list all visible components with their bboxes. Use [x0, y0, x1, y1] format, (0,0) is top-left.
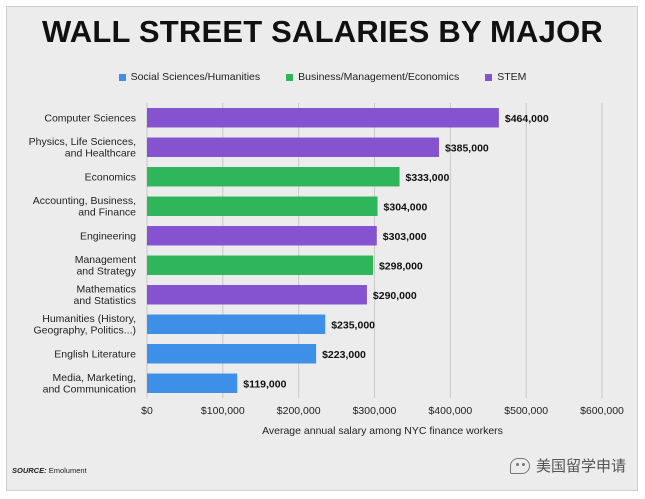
legend-label-business: Business/Management/Economics	[298, 71, 460, 83]
bar-value-label: $298,000	[379, 260, 423, 272]
source-note: SOURCE: Emolument	[12, 466, 87, 475]
legend-item-business: Business/Management/Economics	[286, 71, 459, 83]
category-label: Accounting, Business,	[33, 195, 136, 207]
legend-item-social-sciences: Social Sciences/Humanities	[118, 71, 261, 83]
bar	[147, 137, 439, 157]
category-label: Physics, Life Sciences,	[29, 136, 136, 148]
source-text: Emolument	[48, 466, 87, 475]
category-label: and Healthcare	[65, 148, 136, 160]
bar-value-label: $290,000	[373, 290, 417, 302]
bar-value-label: $223,000	[322, 349, 366, 361]
bar	[147, 285, 367, 305]
legend-label-stem: STEM	[497, 71, 527, 83]
source-label: SOURCE:	[12, 466, 47, 475]
chart-title: WALL STREET SALARIES BY MAJOR	[42, 14, 603, 49]
wechat-icon	[510, 457, 530, 474]
x-tick-label: $300,000	[353, 405, 397, 417]
legend-label-social-sciences: Social Sciences/Humanities	[130, 71, 261, 83]
bar	[147, 226, 377, 246]
bar-value-label: $304,000	[384, 201, 428, 213]
category-label: Engineering	[80, 230, 136, 242]
legend-swatch-business	[286, 73, 294, 81]
x-tick-label: $400,000	[428, 405, 472, 417]
bar	[147, 167, 400, 187]
bar	[147, 196, 378, 216]
watermark: 美国留学申请	[510, 455, 626, 476]
category-label: Geography, Politics...)	[33, 325, 136, 337]
watermark-text: 美国留学申请	[536, 457, 627, 475]
category-label: and Communication	[43, 384, 137, 396]
x-tick-label: $600,000	[580, 405, 624, 417]
category-label: Computer Sciences	[44, 112, 136, 124]
bar-value-label: $303,000	[383, 231, 427, 243]
chart-legend: Social Sciences/Humanities Business/Mana…	[0, 71, 645, 83]
category-label: English Literature	[54, 348, 136, 360]
x-tick-label: $500,000	[504, 405, 548, 417]
category-label: and Strategy	[76, 266, 136, 278]
chart-frame	[6, 6, 638, 491]
legend-item-stem: STEM	[485, 71, 526, 83]
bar-value-label: $235,000	[331, 319, 375, 331]
x-tick-label: $100,000	[201, 405, 245, 417]
bar	[147, 344, 317, 364]
category-label: Mathematics	[76, 284, 136, 296]
x-axis-label: Average annual salary among NYC finance …	[262, 425, 503, 437]
bar	[147, 314, 326, 334]
bar-value-label: $464,000	[505, 113, 549, 125]
category-label: Economics	[85, 171, 136, 183]
category-label: Management	[75, 254, 136, 266]
category-label: Humanities (History,	[42, 313, 136, 325]
x-tick-label: $200,000	[277, 405, 321, 417]
category-label: and Statistics	[74, 295, 136, 307]
category-label: Media, Marketing,	[53, 372, 136, 384]
category-label: and Finance	[78, 207, 136, 219]
legend-swatch-stem	[485, 73, 493, 81]
bar	[147, 108, 499, 128]
bar-value-label: $385,000	[445, 142, 489, 154]
bar	[147, 373, 238, 393]
bar-value-label: $333,000	[406, 172, 450, 184]
bar-value-label: $119,000	[243, 378, 286, 390]
bar	[147, 255, 373, 275]
x-tick-label: $0	[141, 405, 153, 417]
legend-swatch-social-sciences	[118, 73, 126, 81]
